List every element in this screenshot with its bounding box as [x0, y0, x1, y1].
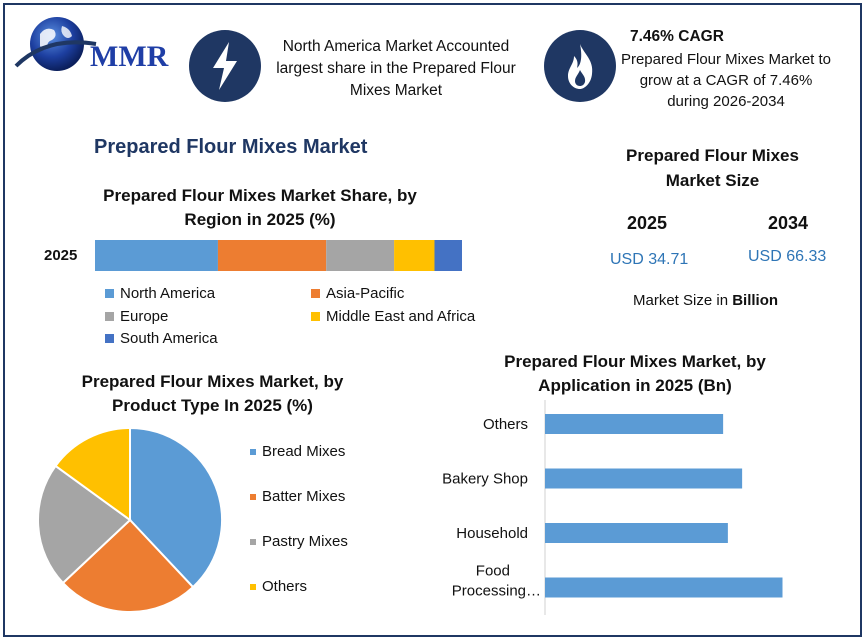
- region-stacked-bar: [95, 240, 462, 271]
- legend-swatch: [311, 289, 320, 298]
- region-bar-segment-asia-pacific: [217, 240, 327, 271]
- region-bar-segment-north-america: [95, 240, 218, 271]
- pie-slice-others: [54, 426, 131, 522]
- market-size-note: Market Size in Billion: [633, 292, 778, 309]
- market-size-note-prefix: Market Size in: [633, 292, 733, 309]
- legend-label: Pastry Mixes: [262, 533, 348, 550]
- legend-swatch: [105, 312, 114, 321]
- application-bar-household: [545, 523, 728, 543]
- region-legend-item-north-america: North America: [105, 285, 215, 302]
- region-legend-item-middle-east-and-africa: Middle East and Africa: [311, 308, 475, 325]
- region-legend-item-south-america: South America: [105, 330, 218, 347]
- product-pie-chart: [37, 426, 223, 613]
- pie-slice-pastry-mixes: [37, 464, 132, 585]
- infographic-frame: [3, 3, 862, 637]
- market-size-year-2025: 2025: [627, 213, 668, 233]
- lightning-badge: [189, 30, 261, 102]
- application-bar-food-processing: [545, 577, 783, 598]
- mmr-logo: MMR: [14, 17, 169, 73]
- pie-slice-bread-mixes: [129, 426, 223, 589]
- flame-icon: [568, 44, 593, 89]
- product-legend-item-others: Others: [250, 578, 307, 595]
- legend-label: North America: [120, 285, 216, 302]
- north-america-callout: North America Market Accounted largest s…: [276, 38, 516, 99]
- market-size-year-2034: 2034: [768, 213, 809, 233]
- legend-swatch: [105, 289, 114, 298]
- region-bar-segment-middle-east-and-africa: [394, 240, 435, 271]
- region-legend-item-asia-pacific: Asia-Pacific: [311, 285, 404, 302]
- market-size-value-2034: USD 66.33: [748, 248, 827, 265]
- legend-swatch: [250, 448, 256, 455]
- market-size-note-unit: Billion: [732, 292, 779, 309]
- main-title: Prepared Flour Mixes Market: [94, 136, 368, 158]
- region-bar-category: 2025: [44, 247, 78, 264]
- application-tick-label: Bakery Shop: [442, 471, 528, 488]
- product-legend-item-bread-mixes: Bread Mixes: [250, 443, 345, 460]
- legend-label: Bread Mixes: [262, 443, 346, 460]
- legend-swatch: [250, 583, 256, 590]
- application-tick-label: Others: [483, 416, 528, 433]
- market-size-value-2025: USD 34.71: [610, 251, 689, 268]
- legend-label: Middle East and Africa: [326, 308, 476, 325]
- legend-label: Batter Mixes: [262, 488, 346, 505]
- region-bar-segment-south-america: [434, 240, 462, 271]
- legend-swatch: [250, 493, 256, 500]
- region-chart-title: Prepared Flour Mixes Market Share, by Re…: [103, 186, 417, 229]
- product-legend-item-batter-mixes: Batter Mixes: [250, 488, 345, 505]
- pie-slice-batter-mixes: [61, 518, 195, 613]
- legend-label: South America: [120, 330, 218, 347]
- legend-label: Europe: [120, 308, 169, 325]
- region-legend-item-europe: Europe: [105, 308, 168, 325]
- flame-badge: [544, 30, 616, 102]
- application-bar-others: [545, 414, 724, 434]
- legend-swatch: [105, 334, 114, 343]
- application-tick-label: Food Processing…: [452, 563, 541, 600]
- legend-label: Asia-Pacific: [326, 285, 405, 302]
- region-bar-segment-europe: [326, 240, 395, 271]
- cagr-title: 7.46% CAGR: [630, 28, 724, 45]
- application-bar-chart: Others Bakery Shop Household Food Processing…: [442, 400, 783, 615]
- market-size-title: Prepared Flour Mixes Market Size: [626, 146, 799, 190]
- application-tick-label: Household: [456, 525, 528, 542]
- logo-text: MMR: [90, 40, 169, 73]
- product-legend-item-pastry-mixes: Pastry Mixes: [250, 533, 348, 550]
- lightning-icon: [213, 42, 237, 90]
- application-bar-bakery-shop: [545, 468, 743, 489]
- product-chart-title: Prepared Flour Mixes Market, by Product …: [81, 372, 344, 415]
- application-chart-title: Prepared Flour Mixes Market, by Applicat…: [504, 352, 766, 395]
- legend-swatch: [250, 538, 256, 545]
- cagr-text: Prepared Flour Mixes Market to grow at a…: [620, 51, 832, 110]
- legend-swatch: [311, 312, 320, 321]
- legend-label: Others: [262, 578, 308, 595]
